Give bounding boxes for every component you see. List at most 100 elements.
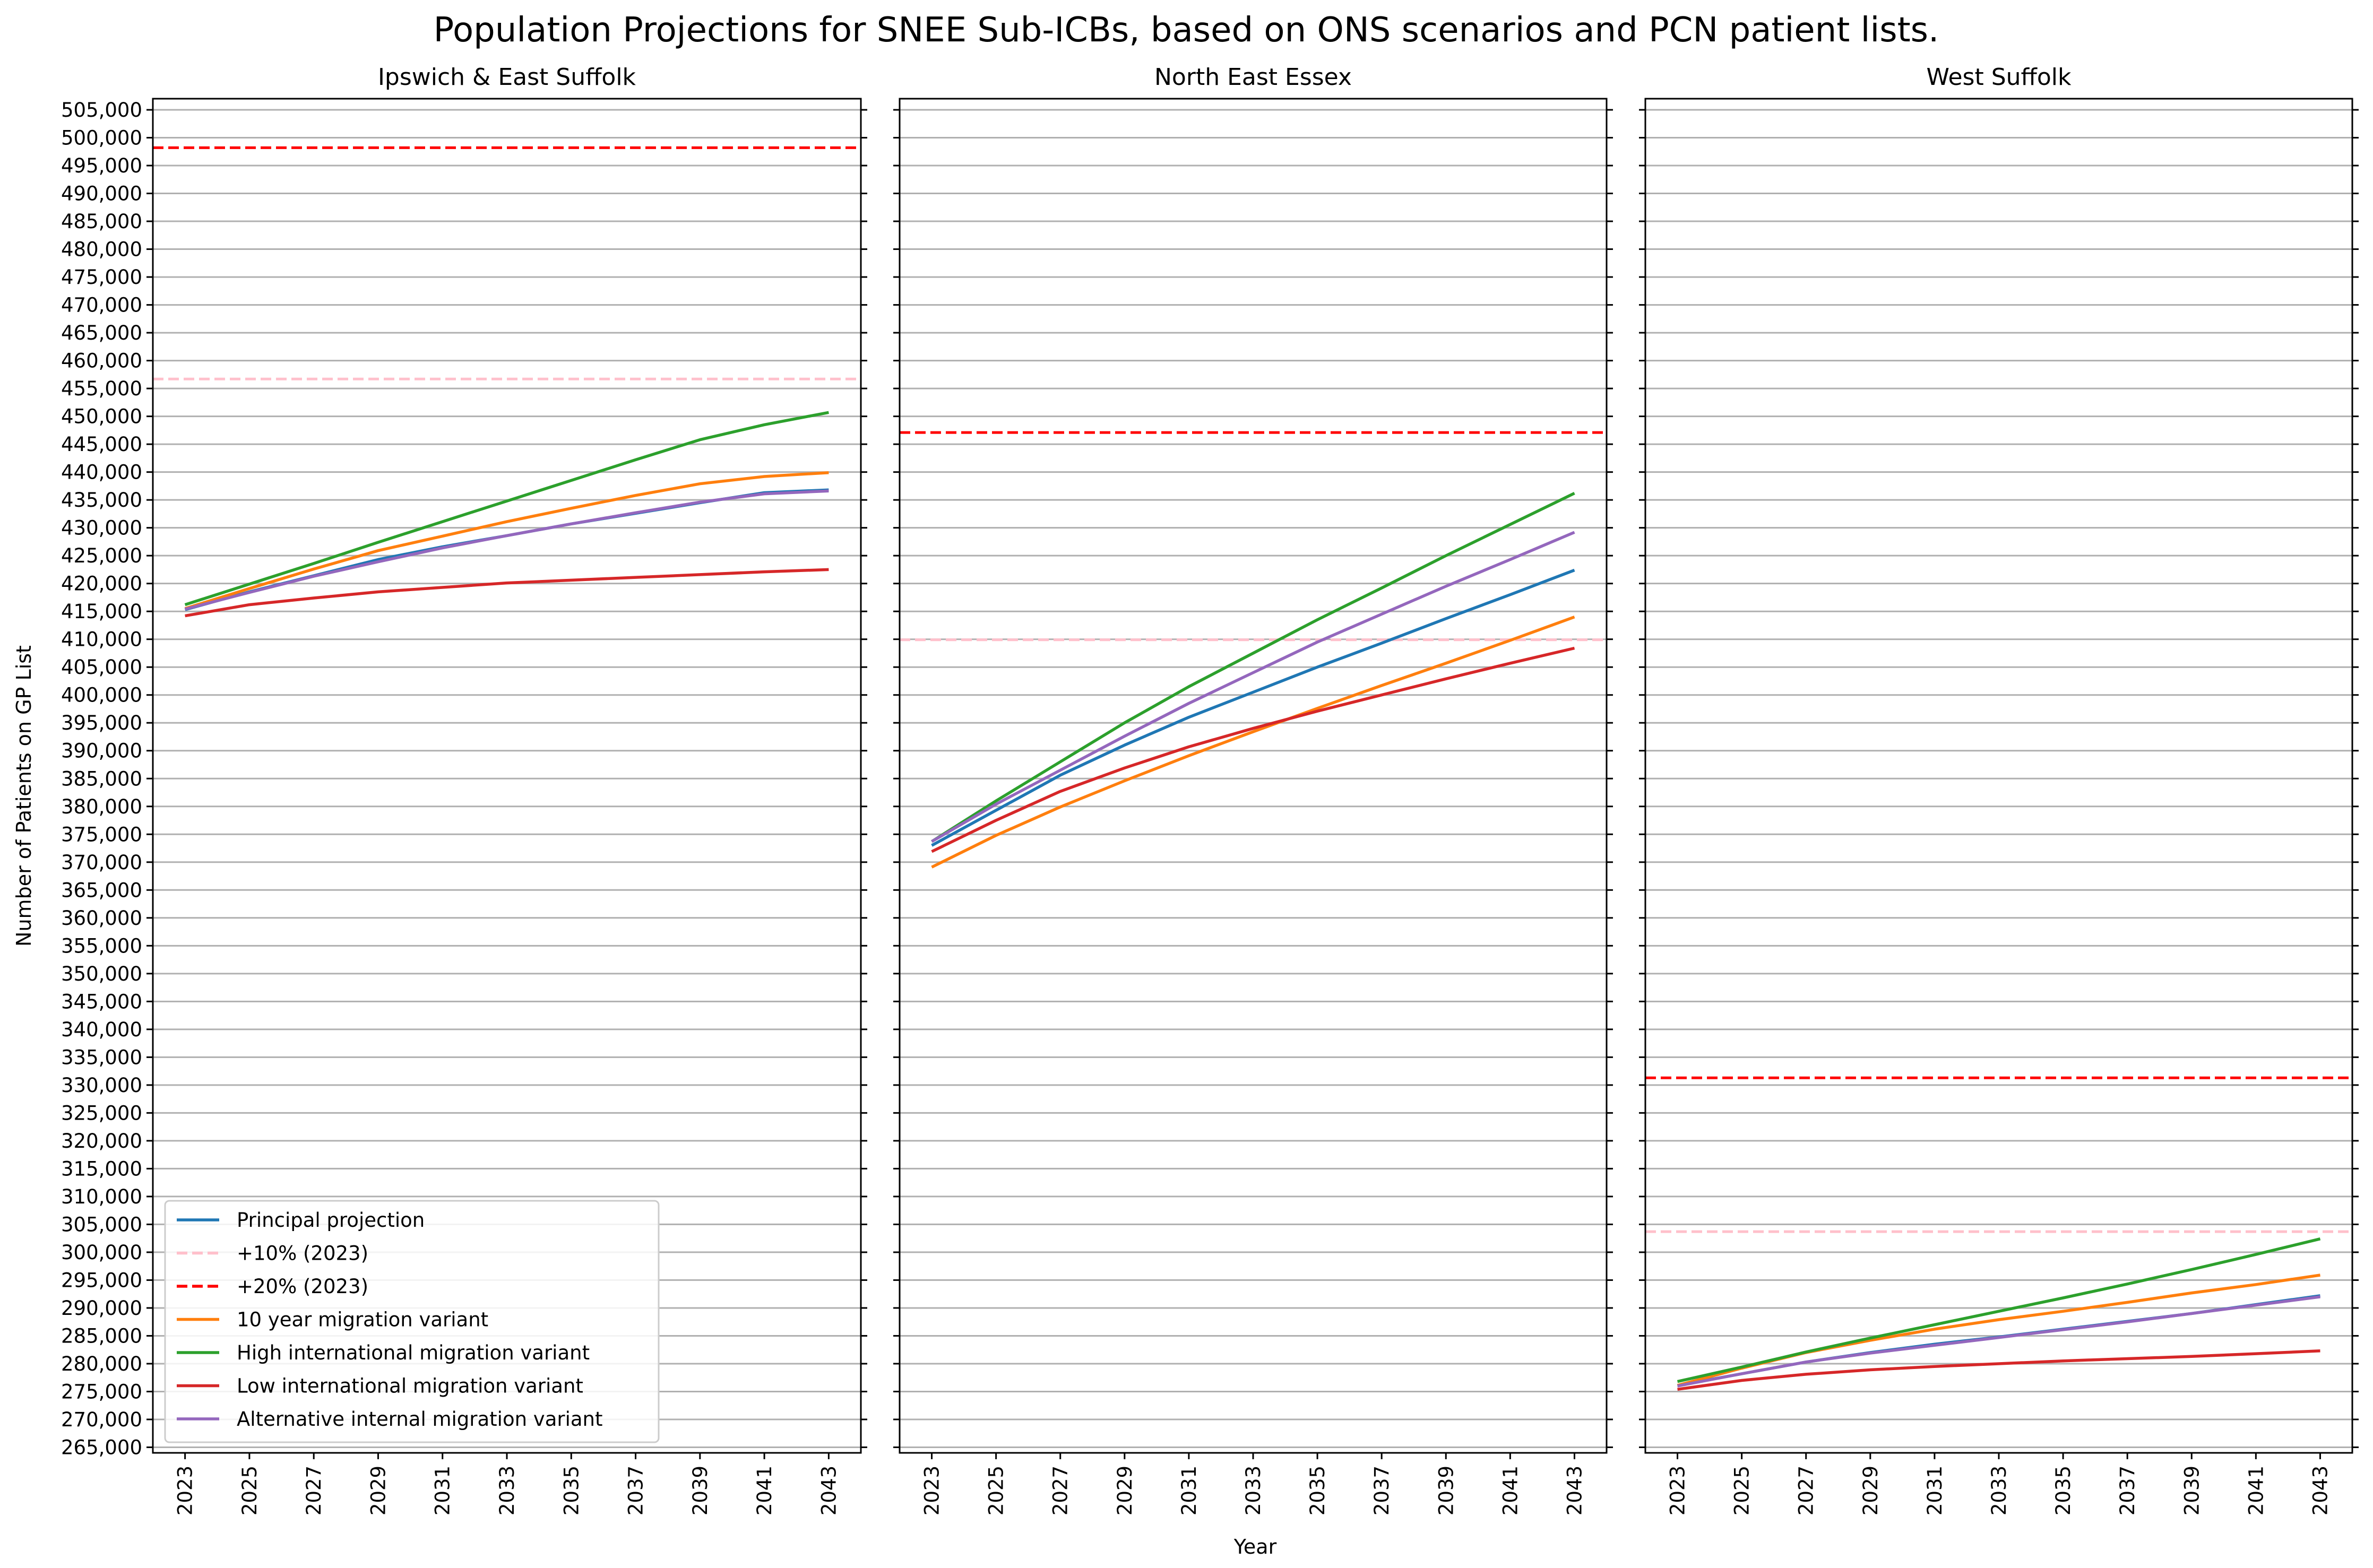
x-tick-label: 2043 <box>817 1466 840 1515</box>
y-tick-label: 445,000 <box>61 433 142 456</box>
x-tick-label: 2025 <box>1731 1466 1754 1515</box>
x-tick-label: 2043 <box>2309 1466 2332 1515</box>
legend-label: Low international migration variant <box>237 1375 583 1398</box>
x-tick-label: 2023 <box>921 1466 944 1515</box>
series-line <box>184 489 829 611</box>
y-tick-label: 400,000 <box>61 684 142 707</box>
y-tick-label: 365,000 <box>61 879 142 902</box>
y-tick-label: 395,000 <box>61 712 142 734</box>
x-tick-label: 2037 <box>2116 1466 2139 1515</box>
legend-label: 10 year migration variant <box>237 1309 488 1331</box>
y-tick-label: 495,000 <box>61 154 142 177</box>
x-tick-label: 2037 <box>1370 1466 1393 1515</box>
legend-label: High international migration variant <box>237 1341 590 1364</box>
panels: Ipswich & East Suffolk 265,000 270,000 275,… <box>61 64 2359 1515</box>
y-tick-label: 480,000 <box>61 238 142 261</box>
x-tick-label: 2027 <box>1795 1466 1818 1515</box>
y-tick-label: 270,000 <box>61 1408 142 1431</box>
x-tick-label: 2027 <box>303 1466 325 1515</box>
legend-label: Principal projection <box>237 1209 425 1232</box>
series-line <box>1677 1295 2320 1388</box>
x-tick-label: 2035 <box>1306 1466 1329 1515</box>
y-tick-label: 360,000 <box>61 907 142 930</box>
series-line <box>931 568 1575 847</box>
y-tick-label: 325,000 <box>61 1102 142 1124</box>
y-tick-label: 475,000 <box>61 266 142 289</box>
series-line <box>1677 1237 2321 1383</box>
panel-title: North East Essex <box>1154 64 1352 91</box>
y-tick-label: 380,000 <box>61 795 142 818</box>
panel-1: Ipswich & East Suffolk 265,000 270,000 275,… <box>61 64 867 1515</box>
x-tick-label: 2033 <box>1988 1466 2010 1515</box>
x-tick-label: 2029 <box>367 1466 390 1515</box>
y-tick-label: 350,000 <box>61 963 142 985</box>
y-tick-label: 420,000 <box>61 573 142 595</box>
y-axis-label: Number of Patients on GP List <box>12 645 36 947</box>
x-tick-label: 2039 <box>2180 1466 2203 1515</box>
x-tick-label: 2039 <box>1435 1466 1457 1515</box>
y-tick-label: 355,000 <box>61 934 142 957</box>
series-line <box>185 568 829 618</box>
y-tick-label: 500,000 <box>61 127 142 150</box>
x-tick-label: 2041 <box>753 1466 776 1515</box>
series-line <box>931 616 1575 869</box>
y-tick-label: 265,000 <box>61 1436 142 1459</box>
y-tick-label: 415,000 <box>61 600 142 623</box>
y-tick-label: 275,000 <box>61 1380 142 1403</box>
x-tick-label: 2029 <box>1114 1466 1136 1515</box>
panel-title: West Suffolk <box>1927 64 2072 91</box>
legend-label: +20% (2023) <box>237 1275 368 1298</box>
y-tick-label: 295,000 <box>61 1269 142 1292</box>
series-line <box>1677 1349 2320 1391</box>
y-tick-label: 310,000 <box>61 1185 142 1208</box>
y-tick-label: 330,000 <box>61 1074 142 1097</box>
y-tick-label: 425,000 <box>61 544 142 567</box>
series-line <box>184 471 829 610</box>
x-tick-label: 2041 <box>1499 1466 1522 1515</box>
y-tick-label: 435,000 <box>61 489 142 512</box>
y-tick-label: 485,000 <box>61 210 142 233</box>
x-tick-label: 2035 <box>560 1466 583 1515</box>
y-tick-label: 285,000 <box>61 1324 142 1347</box>
y-tick-label: 300,000 <box>61 1241 142 1264</box>
panel-2: North East Essex 2023 2025 2027 2029 2031 2033… <box>893 64 1613 1515</box>
x-tick-label: 2039 <box>689 1466 712 1515</box>
series-line <box>931 646 1575 853</box>
series-line <box>184 411 829 607</box>
x-axis-label: Year <box>1233 1535 1277 1558</box>
y-tick-label: 345,000 <box>61 990 142 1013</box>
figure-title: Population Projections for SNEE Sub-ICBs… <box>434 11 1939 50</box>
legend-box <box>164 1200 660 1443</box>
x-tick-label: 2031 <box>1178 1466 1201 1515</box>
x-tick-label: 2037 <box>625 1466 648 1515</box>
legend: Principal projection +10% (2023) +20% (202… <box>164 1200 660 1443</box>
y-tick-label: 335,000 <box>61 1046 142 1069</box>
x-tick-label: 2029 <box>1859 1466 1882 1515</box>
panel-3: West Suffolk 2023 2025 2027 2029 2031 2033 2035… <box>1639 64 2359 1515</box>
x-tick-label: 2023 <box>174 1466 197 1515</box>
x-tick-label: 2041 <box>2245 1466 2267 1515</box>
panel-title: Ipswich & East Suffolk <box>378 64 636 91</box>
y-tick-label: 315,000 <box>61 1157 142 1180</box>
y-tick-label: 370,000 <box>61 851 142 874</box>
y-tick-label: 280,000 <box>61 1353 142 1375</box>
x-tick-label: 2043 <box>1563 1466 1586 1515</box>
legend-label: Alternative internal migration variant <box>237 1408 603 1431</box>
x-tick-label: 2031 <box>432 1466 454 1515</box>
y-tick-label: 440,000 <box>61 461 142 484</box>
y-tick-label: 455,000 <box>61 377 142 400</box>
series-line <box>931 531 1575 843</box>
x-tick-label: 2025 <box>985 1466 1008 1515</box>
y-tick-label: 390,000 <box>61 740 142 763</box>
y-tick-label: 450,000 <box>61 405 142 428</box>
series-line <box>931 492 1575 843</box>
y-tick-label: 465,000 <box>61 322 142 344</box>
x-tick-label: 2035 <box>2052 1466 2075 1515</box>
y-tick-label: 505,000 <box>61 99 142 122</box>
y-tick-label: 305,000 <box>61 1213 142 1236</box>
y-tick-label: 460,000 <box>61 350 142 372</box>
y-tick-label: 375,000 <box>61 823 142 846</box>
y-tick-label: 405,000 <box>61 656 142 679</box>
x-tick-label: 2025 <box>238 1466 261 1515</box>
